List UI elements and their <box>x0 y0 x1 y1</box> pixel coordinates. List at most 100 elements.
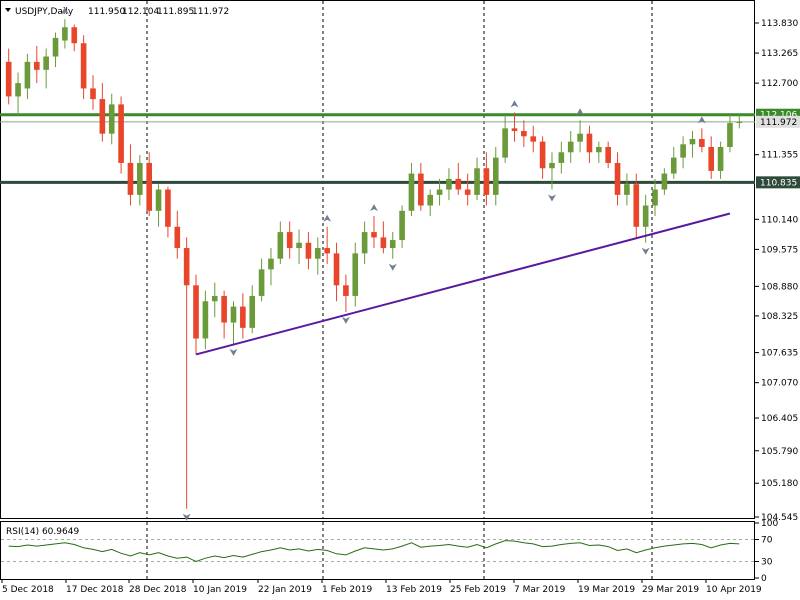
candle <box>24 53 31 100</box>
date-tick-label: 17 Dec 2018 <box>66 585 124 595</box>
candle-body <box>80 43 87 89</box>
candle <box>137 154 143 206</box>
date-tick-label: 5 Dec 2018 <box>2 585 54 595</box>
candle <box>146 152 152 217</box>
main-panel-frame <box>0 0 755 519</box>
candle <box>530 125 537 153</box>
price-tag-label: 110.835 <box>760 178 797 188</box>
candle <box>389 232 396 259</box>
candle <box>502 115 508 163</box>
candle <box>427 189 434 217</box>
candle <box>333 242 340 302</box>
candle <box>99 83 106 142</box>
candle <box>314 237 321 275</box>
candle-body <box>286 232 293 249</box>
price-tick-label: 107.635 <box>761 349 798 359</box>
fractal-down-arrow-icon <box>182 513 191 521</box>
candle-body <box>137 162 143 195</box>
candle-body <box>652 189 658 206</box>
candle <box>249 285 256 334</box>
candle-body <box>71 27 78 44</box>
candle <box>286 221 293 259</box>
candle-body <box>492 157 499 195</box>
candle-body <box>193 285 199 339</box>
candle-body <box>99 99 106 134</box>
candle <box>183 237 190 509</box>
candle-body <box>549 162 555 169</box>
candle-body <box>474 168 480 195</box>
candle-body <box>305 242 312 259</box>
candle <box>90 75 96 110</box>
date-tick-label: 10 Jan 2019 <box>193 585 247 595</box>
candle <box>33 45 40 84</box>
date-tick-label: 29 Mar 2019 <box>642 585 699 595</box>
candle <box>736 115 743 129</box>
candle-body <box>521 131 527 137</box>
candle-body <box>736 121 743 124</box>
candle-body <box>230 306 237 323</box>
candle <box>399 205 405 249</box>
date-tick-label: 1 Feb 2019 <box>322 585 373 595</box>
trendline-group[interactable] <box>195 212 731 356</box>
price-tick-label: 105.790 <box>761 447 798 457</box>
candle-body <box>202 301 209 339</box>
candle <box>727 115 733 153</box>
candle-body <box>539 141 546 169</box>
fractal-up-arrow-icon <box>323 214 332 222</box>
price-tick-label: 113.830 <box>761 19 798 29</box>
candle <box>296 229 302 265</box>
candle-body <box>5 61 12 97</box>
fractal-up-arrow-icon <box>697 116 706 124</box>
candle <box>408 162 415 217</box>
fractal-up-arrow-icon <box>576 108 585 116</box>
candle-body <box>586 133 593 153</box>
price-tick-label: 110.140 <box>761 215 798 225</box>
candle <box>558 141 565 174</box>
candle-body <box>15 83 21 97</box>
candle-body <box>699 138 705 147</box>
candle <box>324 226 330 265</box>
candle-body <box>670 157 677 174</box>
rsi-tick-label: 0 <box>761 574 767 584</box>
candle <box>361 221 368 265</box>
candle <box>511 112 518 142</box>
candle <box>240 293 246 339</box>
candle-body <box>436 189 443 195</box>
candle <box>670 146 677 179</box>
fractal-markers <box>60 7 706 521</box>
candle-body <box>446 178 452 190</box>
candle <box>305 232 312 270</box>
candle <box>71 24 78 52</box>
trendline[interactable] <box>195 212 731 356</box>
candle <box>193 274 199 355</box>
candle <box>418 162 424 211</box>
candle-body <box>211 295 218 302</box>
candle-body <box>118 104 124 163</box>
candle-body <box>483 168 490 195</box>
fractal-down-arrow-icon <box>388 263 397 271</box>
horizontal-levels[interactable] <box>0 113 755 184</box>
candle-body <box>174 226 181 249</box>
date-tick-label: 22 Jan 2019 <box>258 585 312 595</box>
candle <box>699 128 705 153</box>
candle-body <box>90 88 96 100</box>
candle-body <box>165 189 171 227</box>
candle <box>174 210 181 259</box>
candle <box>62 19 68 49</box>
price-tick-label: 109.575 <box>761 245 798 255</box>
dropdown-triangle-icon[interactable] <box>5 8 11 12</box>
date-tick-label: 28 Dec 2018 <box>129 585 187 595</box>
candle <box>446 168 452 201</box>
candle <box>661 168 668 195</box>
rsi-tick-label: 100 <box>761 519 778 529</box>
candle-body <box>464 189 471 195</box>
chart-header: USDJPY,Daily 111.950 112.104 111.895 111… <box>5 7 229 17</box>
candle <box>268 248 274 286</box>
price-tag-box <box>756 115 800 128</box>
candle <box>165 186 171 238</box>
candle-body <box>146 162 152 211</box>
price-axis: 113.830 113.265 112.700 111.355 110.140 109.5… <box>755 19 800 523</box>
candle <box>155 184 162 227</box>
date-axis: 5 Dec 2018 17 Dec 2018 28 Dec 2018 10 Jan 2… <box>1 579 762 595</box>
